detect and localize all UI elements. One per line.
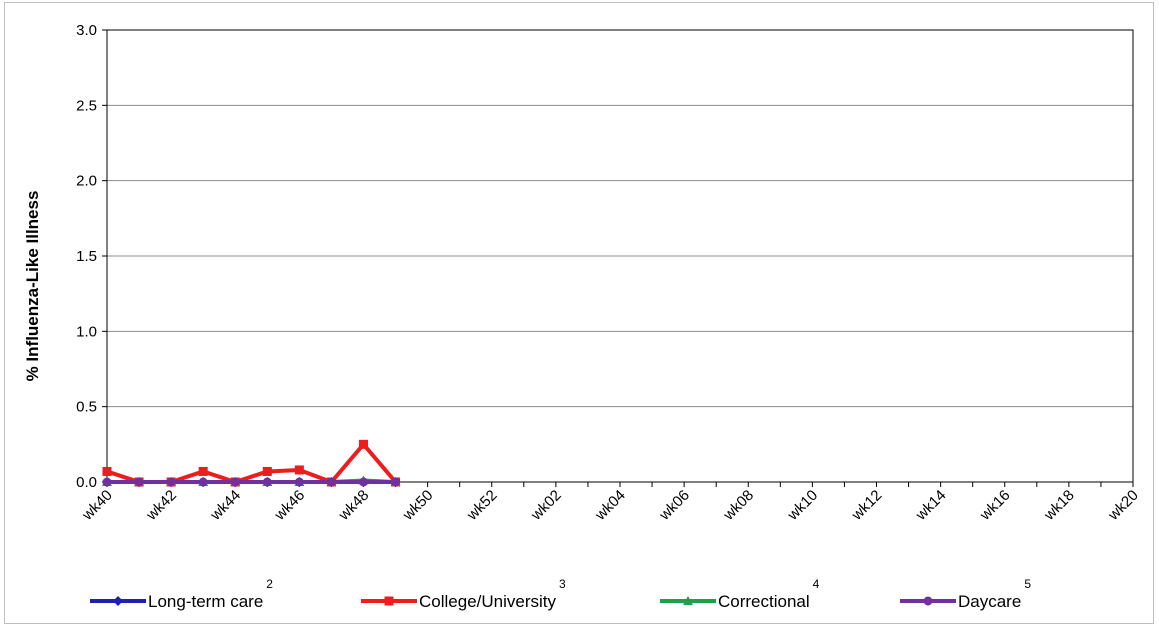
x-tick-label: wk14 [912,487,949,524]
data-point-daycare [391,477,401,487]
data-point-daycare [359,477,368,487]
series-daycare [102,477,401,487]
x-axis-ticks: wk40 wk42 wk44 wk46 wk48 wk50 wk52 wk02 wk04 wk06… [78,482,1142,524]
legend-label-college-university: College/University [419,592,556,611]
x-tick-label: wk46 [271,487,308,524]
y-tick-label: 1.5 [76,248,97,265]
y-axis-ticks: 0.0 0.5 1.0 1.5 2.0 2.5 3.0 [76,22,107,491]
y-tick-label: 1.0 [76,323,97,340]
data-point-daycare [326,477,336,487]
y-axis-label: % Influenza-Like Illness [23,191,42,382]
data-point-daycare [198,477,208,487]
data-point-college-university [294,465,304,475]
y-tick-label: 2.5 [76,97,97,114]
x-tick-label: wk08 [720,487,757,524]
x-tick-label: wk44 [207,487,244,524]
series-lines [102,439,401,487]
x-tick-label: wk48 [335,487,372,524]
legend-label-correctional: Correctional [718,592,810,611]
data-point-daycare [102,477,112,487]
legend-superscript-daycare: 5 [1024,577,1031,591]
data-point-daycare [166,477,176,487]
x-tick-label: wk20 [1104,487,1141,524]
x-tick-label: wk40 [78,487,115,524]
data-point-daycare [262,477,272,487]
y-tick-label: 0.0 [76,474,97,491]
data-point-daycare [134,477,144,487]
x-tick-label: wk02 [527,487,564,524]
legend-label-long-term-care: Long-term care [148,592,263,611]
y-tick-label: 0.5 [76,399,97,416]
x-tick-label: wk16 [976,487,1013,524]
legend-marker-correctional [683,596,693,605]
legend-superscript-long-term-care: 2 [266,577,273,591]
legend-marker-daycare [923,596,933,606]
data-point-college-university [359,439,368,449]
legend-superscript-correctional: 4 [813,577,820,591]
x-tick-label: wk06 [655,487,692,524]
x-tick-label: wk12 [848,487,885,524]
legend-marker-college-university [384,596,394,606]
data-point-college-university [262,466,272,476]
x-tick-label: wk42 [142,487,179,524]
legend-marker-long-term-care [113,596,123,606]
data-point-college-university [198,466,208,476]
x-tick-label: wk52 [463,487,500,524]
series-line-college-university [106,442,398,484]
y-tick-label: 3.0 [76,22,97,39]
x-tick-label: wk10 [784,487,821,524]
y-tick-label: 2.0 [76,173,97,190]
x-tick-label: wk04 [591,487,628,524]
legend-superscript-college-university: 3 [559,577,566,591]
data-point-daycare [294,477,304,487]
x-tick-label: wk50 [399,487,436,524]
x-tick-label: wk18 [1040,487,1077,524]
legend-label-daycare: Daycare [958,592,1021,611]
gridlines [107,29,1133,483]
data-point-daycare [230,477,240,487]
data-point-college-university [102,466,112,476]
